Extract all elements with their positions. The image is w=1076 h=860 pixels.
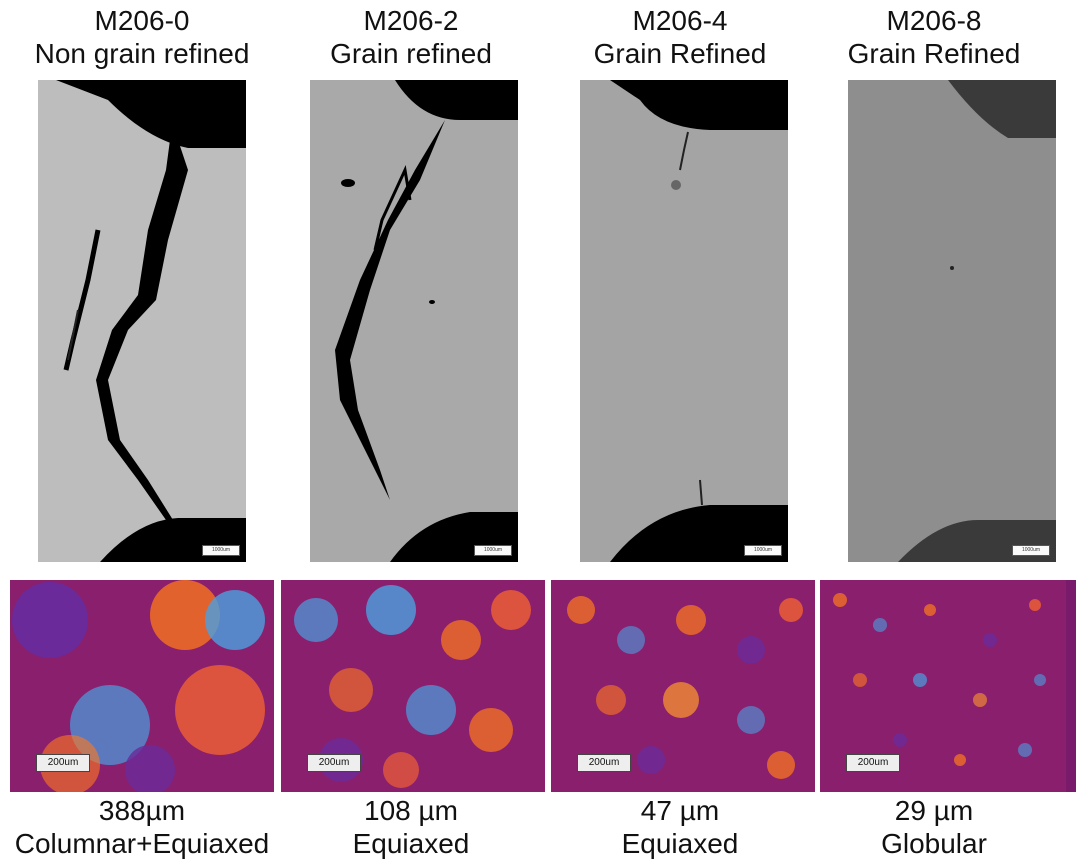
grain-size: 108 µm	[364, 795, 458, 826]
column-footer-3: 47 µm Equiaxed	[546, 794, 814, 860]
column-header-4: M206-8 Grain Refined	[800, 4, 1068, 70]
scale-bar: 1000um	[474, 545, 512, 556]
column-footer-1: 388µm Columnar+Equiaxed	[8, 794, 276, 860]
micrograph-3: 200um	[551, 580, 815, 792]
column-footer-2: 108 µm Equiaxed	[277, 794, 545, 860]
micrograph-2: 200um	[281, 580, 545, 792]
specimen-graphic	[310, 80, 518, 562]
specimen-image-2: 1000um	[310, 80, 518, 562]
grain-morphology: Columnar+Equiaxed	[14, 828, 270, 859]
sample-code: M206-8	[886, 5, 982, 36]
grain-morphology: Equiaxed	[352, 828, 470, 859]
column-header-1: M206-0 Non grain refined	[8, 4, 276, 70]
scale-bar: 1000um	[744, 545, 782, 556]
sample-treatment: Grain Refined	[847, 38, 1021, 69]
specimen-image-3: 1000um	[580, 80, 788, 562]
scale-bar: 1000um	[1012, 545, 1050, 556]
micrograph-4: 200um	[820, 580, 1076, 792]
micro-scale-bar: 200um	[36, 754, 90, 772]
micro-scale-bar: 200um	[577, 754, 631, 772]
micrograph-1: 200um	[10, 580, 274, 792]
grain-morphology: Globular	[881, 828, 987, 859]
sample-treatment: Grain Refined	[593, 38, 767, 69]
specimen-image-1: 1000um	[38, 80, 246, 562]
sample-code: M206-2	[363, 5, 459, 36]
column-footer-4: 29 µm Globular	[800, 794, 1068, 860]
sample-code: M206-4	[632, 5, 728, 36]
specimen-graphic	[580, 80, 788, 562]
grain-morphology: Equiaxed	[621, 828, 739, 859]
specimen-graphic	[848, 80, 1056, 562]
column-header-2: M206-2 Grain refined	[277, 4, 545, 70]
micro-scale-bar: 200um	[846, 754, 900, 772]
sample-treatment: Grain refined	[330, 38, 492, 69]
scale-bar: 1000um	[202, 545, 240, 556]
specimen-graphic	[38, 80, 246, 562]
grain-size: 388µm	[98, 795, 186, 826]
micrograph-graphic	[10, 580, 274, 792]
column-header-3: M206-4 Grain Refined	[546, 4, 814, 70]
specimen-image-4: 1000um	[848, 80, 1056, 562]
grain-size: 29 µm	[894, 795, 974, 826]
micro-scale-bar: 200um	[307, 754, 361, 772]
sample-treatment: Non grain refined	[34, 38, 250, 69]
grain-size: 47 µm	[640, 795, 720, 826]
sample-code: M206-0	[94, 5, 190, 36]
